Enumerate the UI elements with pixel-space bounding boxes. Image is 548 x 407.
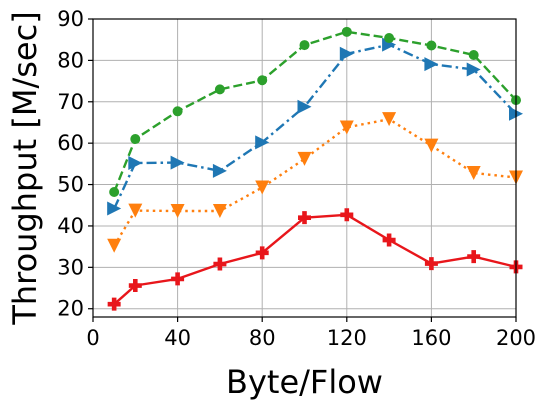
x-tick-label: 160 [411,326,451,350]
marker-plus [467,250,481,264]
marker-triangle-right [424,57,439,72]
marker-triangle-down [128,203,143,218]
y-axis-label: Throughput [M/sec] [6,11,44,325]
marker-circle [214,84,225,95]
y-tick-label: 60 [57,131,84,155]
marker-circle [130,134,141,145]
x-tick-label: 120 [327,326,367,350]
y-tick-label: 40 [57,214,84,238]
marker-triangle-right [128,156,143,171]
marker-plus [171,272,185,286]
marker-triangle-right [107,201,122,216]
marker-triangle-down [382,112,397,127]
series-layer [107,26,523,311]
grid [92,18,517,317]
series-0 [107,37,523,216]
marker-triangle-right [255,135,270,150]
marker-triangle-down [297,151,312,166]
marker-plus [213,257,227,271]
marker-circle [299,40,310,51]
marker-circle [426,40,437,51]
series-1 [107,112,523,253]
marker-triangle-down [255,180,270,195]
marker-plus [424,257,438,271]
series-line [113,43,517,210]
marker-triangle-down [466,165,481,180]
marker-circle [172,106,183,117]
marker-triangle-down [212,204,227,219]
marker-plus [255,246,269,260]
series-line [113,118,517,247]
marker-plus [298,211,311,225]
y-tick-label: 80 [57,48,84,72]
x-tick-label: 200 [496,326,536,350]
marker-triangle-down [339,120,354,135]
marker-triangle-down [107,238,122,253]
axes: 0 40 80 120 160 200 20 30 40 50 60 70 80 90 [57,7,536,350]
marker-triangle-right [339,46,354,61]
series-3 [107,208,523,311]
plot-frame [92,18,517,318]
y-tick-label: 50 [57,173,84,197]
marker-plus [340,208,354,222]
marker-circle [257,75,268,86]
marker-circle [341,26,352,37]
y-tick-label: 70 [57,90,84,114]
marker-triangle-down [170,204,185,219]
marker-triangle-right [170,155,185,170]
x-tick-label: 0 [86,326,99,350]
y-tick-label: 20 [57,297,84,321]
series-line [113,213,517,306]
marker-plus [128,279,142,293]
y-tick-label: 90 [57,7,84,31]
marker-circle [384,33,395,44]
marker-triangle-right [297,99,312,114]
marker-plus [382,233,396,247]
marker-triangle-right [212,163,227,178]
marker-triangle-right [466,62,481,77]
x-tick-label: 40 [164,326,191,350]
y-tick-label: 30 [57,255,84,279]
x-axis-label: Byte/Flow [226,363,383,401]
marker-plus [107,297,121,311]
marker-circle [109,187,120,198]
series-2 [109,26,521,198]
x-tick-label: 80 [249,326,276,350]
marker-triangle-down [424,138,439,153]
marker-circle [468,50,479,61]
